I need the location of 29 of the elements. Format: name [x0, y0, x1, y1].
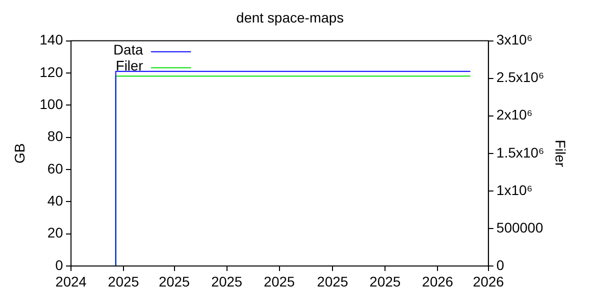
y2-tick-label: 3x10⁶ — [496, 32, 533, 48]
x-tick-label: 2025 — [211, 273, 243, 290]
y-tick-label: 40 — [47, 192, 64, 209]
legend-label: Filer — [116, 58, 144, 74]
y2-axis-title: Filer — [552, 140, 569, 168]
y-tick-label: 60 — [47, 160, 64, 176]
x-tick-label: 2025 — [108, 273, 140, 290]
x-tick-label: 2026 — [422, 273, 454, 290]
chart-title: dent space-maps — [236, 9, 344, 26]
y2-tick-label: 2.5x10⁶ — [496, 69, 544, 86]
x-tick-label: 2025 — [158, 273, 190, 290]
y-tick-label: 0 — [55, 256, 64, 273]
y-tick-label: 120 — [40, 64, 64, 80]
y-tick-label: 140 — [40, 32, 64, 48]
y2-tick-label: 1x10⁶ — [496, 182, 533, 198]
legend-label: Data — [113, 42, 144, 58]
x-tick-label: 2025 — [264, 273, 296, 290]
x-tick-label: 2026 — [472, 273, 504, 290]
x-tick-label: 2025 — [317, 273, 348, 290]
y-tick-label: 80 — [47, 128, 64, 144]
x-tick-label: 2025 — [370, 273, 401, 290]
y2-tick-label: 0 — [496, 256, 504, 273]
x-tick-label: 2024 — [55, 273, 87, 290]
y2-tick-label: 2x10⁶ — [496, 106, 533, 123]
y-tick-label: 20 — [47, 224, 64, 241]
y-axis-title: GB — [11, 143, 28, 164]
y2-tick-label: 1.5x10⁶ — [496, 144, 544, 160]
y-tick-label: 100 — [40, 96, 64, 112]
y2-tick-label: 500000 — [496, 219, 544, 236]
